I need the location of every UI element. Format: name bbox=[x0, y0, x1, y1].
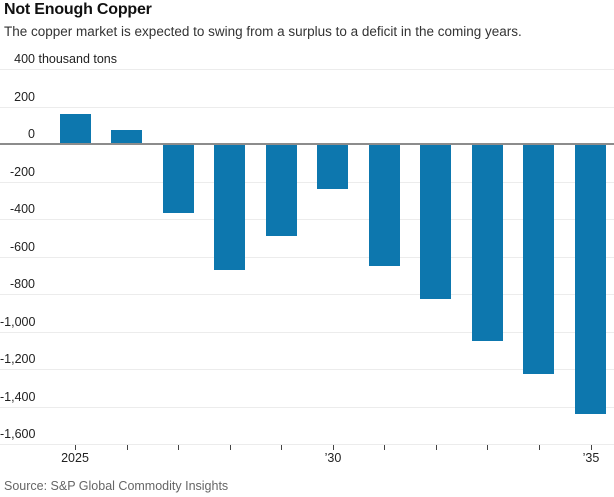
x-axis-label: ’35 bbox=[582, 451, 600, 465]
bar-2030 bbox=[317, 145, 348, 189]
bar-2034 bbox=[523, 145, 554, 374]
x-axis-tick bbox=[178, 445, 179, 450]
gridline bbox=[0, 369, 614, 370]
x-axis-tick bbox=[591, 445, 592, 450]
x-axis-tick bbox=[75, 445, 76, 450]
x-axis-tick bbox=[487, 445, 488, 450]
y-axis-unit-label: 400 thousand tons bbox=[14, 52, 118, 66]
bar-2031 bbox=[369, 145, 400, 266]
x-axis-tick bbox=[384, 445, 385, 450]
x-axis-tick bbox=[281, 445, 282, 450]
x-axis-tick bbox=[230, 445, 231, 450]
gridline bbox=[0, 407, 614, 408]
gridline bbox=[0, 294, 614, 295]
gridline bbox=[0, 332, 614, 333]
y-axis-label: -200 bbox=[9, 165, 35, 179]
x-axis-label: ’30 bbox=[324, 451, 342, 465]
x-axis-label: 2025 bbox=[61, 451, 89, 465]
bar-2026 bbox=[111, 130, 142, 143]
y-axis-label: -800 bbox=[9, 277, 35, 291]
x-axis-tick bbox=[127, 445, 128, 450]
chart-title: Not Enough Copper bbox=[4, 1, 152, 18]
gridline bbox=[0, 257, 614, 258]
y-axis-label: 200 bbox=[14, 90, 35, 104]
bar-2025 bbox=[60, 114, 91, 143]
bar-2029 bbox=[266, 145, 297, 236]
bar-2035 bbox=[575, 145, 606, 414]
zero-baseline bbox=[0, 143, 614, 145]
y-axis-label: -1,000 bbox=[0, 315, 36, 329]
y-axis-label: -400 bbox=[9, 202, 35, 216]
source-note: Source: S&P Global Commodity Insights bbox=[4, 479, 229, 493]
y-axis-label: -1,400 bbox=[0, 390, 36, 404]
gridline bbox=[0, 219, 614, 220]
gridline bbox=[0, 107, 614, 108]
x-axis-tick bbox=[539, 445, 540, 450]
bar-2033 bbox=[472, 145, 503, 341]
y-axis-label: -1,600 bbox=[0, 427, 36, 441]
x-axis-line bbox=[0, 444, 614, 445]
x-axis-tick bbox=[333, 445, 334, 450]
bar-2028 bbox=[214, 145, 245, 270]
gridline bbox=[0, 182, 614, 183]
y-axis-label: -600 bbox=[9, 240, 35, 254]
y-axis-label: 0 bbox=[28, 127, 35, 141]
gridline bbox=[0, 69, 614, 70]
x-axis-tick bbox=[436, 445, 437, 450]
bar-2027 bbox=[163, 145, 194, 213]
y-axis-label: -1,200 bbox=[0, 352, 36, 366]
chart-subtitle: The copper market is expected to swing f… bbox=[4, 24, 522, 39]
bar-2032 bbox=[420, 145, 451, 299]
